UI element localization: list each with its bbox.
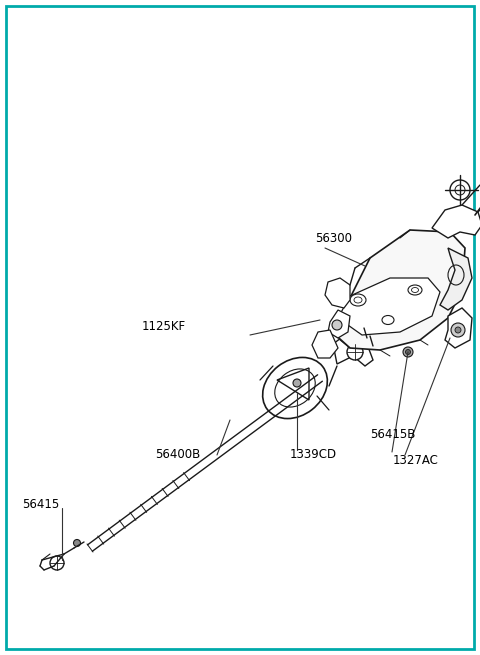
Ellipse shape	[350, 294, 366, 306]
Circle shape	[403, 347, 413, 357]
Circle shape	[455, 327, 461, 333]
Text: 1339CD: 1339CD	[290, 449, 337, 462]
Ellipse shape	[382, 316, 394, 324]
Circle shape	[293, 379, 301, 387]
Circle shape	[50, 556, 64, 570]
Text: 56300: 56300	[315, 231, 352, 244]
Circle shape	[406, 350, 410, 354]
Text: 56400B: 56400B	[155, 449, 200, 462]
Ellipse shape	[408, 285, 422, 295]
Polygon shape	[445, 308, 472, 348]
Circle shape	[347, 344, 363, 360]
Polygon shape	[338, 278, 440, 335]
Text: 1327AC: 1327AC	[393, 453, 439, 466]
Polygon shape	[432, 205, 480, 238]
Polygon shape	[325, 278, 350, 308]
Circle shape	[450, 180, 470, 200]
Polygon shape	[312, 330, 338, 358]
Polygon shape	[440, 248, 472, 310]
Polygon shape	[333, 338, 373, 366]
Text: 1125KF: 1125KF	[142, 320, 186, 333]
Text: 56415: 56415	[22, 498, 59, 510]
Text: 56415B: 56415B	[370, 428, 415, 441]
Circle shape	[332, 320, 342, 330]
Polygon shape	[328, 310, 350, 338]
Circle shape	[73, 540, 81, 546]
Polygon shape	[330, 230, 465, 350]
Polygon shape	[277, 368, 309, 400]
Circle shape	[451, 323, 465, 337]
Ellipse shape	[263, 358, 327, 419]
